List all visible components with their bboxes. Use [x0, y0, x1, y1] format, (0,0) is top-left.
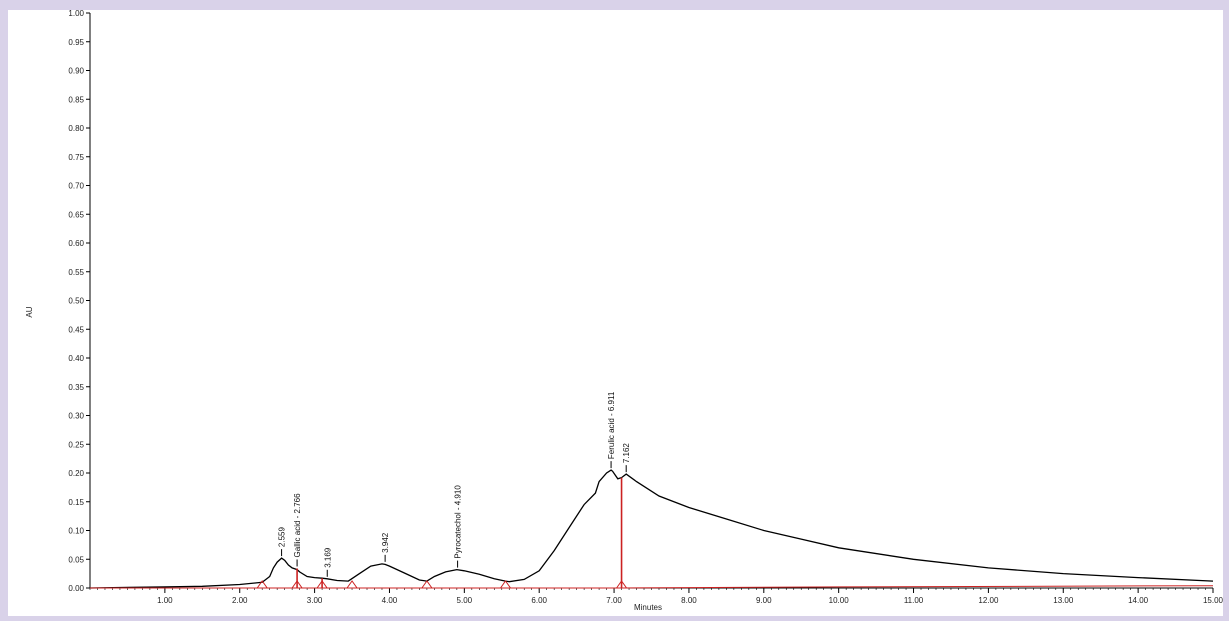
y-tick-label: 0.85: [68, 95, 84, 104]
y-tick-label: 0.05: [68, 555, 84, 564]
x-tick-label: 7.00: [606, 596, 622, 605]
y-tick-label: 0.80: [68, 124, 84, 133]
x-tick-label: 1.00: [157, 596, 173, 605]
baseline-marker: [499, 580, 512, 589]
y-tick-label: 0.20: [68, 469, 84, 478]
x-tick-label: 5.00: [457, 596, 473, 605]
x-tick-label: 8.00: [681, 596, 697, 605]
x-tick-label: 2.00: [232, 596, 248, 605]
y-tick-label: 0.65: [68, 210, 84, 219]
peak-label: 7.162: [622, 443, 631, 464]
chart-frame: 0.00 0.05 0.10 0.15 0.20 0.25 0.30 0.35 0.40 0.45…: [8, 10, 1223, 616]
x-tick-label: 15.00: [1203, 596, 1223, 605]
y-tick-label: 0.55: [68, 268, 84, 277]
chromatogram-trace: [89, 469, 1214, 589]
y-tick-label: 0.00: [68, 584, 84, 593]
x-tick-label: 6.00: [531, 596, 547, 605]
x-tick-label: 3.00: [307, 596, 323, 605]
y-tick-label: 0.50: [68, 297, 84, 306]
traces: [89, 469, 1214, 589]
peak-label: Ferulic acid - 6.911: [607, 391, 616, 459]
y-tick-label: 0.10: [68, 527, 84, 536]
axes: 0.00 0.05 0.10 0.15 0.20 0.25 0.30 0.35 0.40 0.45…: [68, 10, 1223, 605]
baseline-marker: [256, 580, 269, 589]
y-tick-label: 0.45: [68, 325, 84, 334]
peak-label: 3.169: [323, 547, 332, 568]
y-axis-title: AU: [25, 306, 34, 317]
y-tick-label: 1.00: [68, 10, 84, 18]
y-tick-label: 0.30: [68, 412, 84, 421]
y-tick-label: 0.90: [68, 67, 84, 76]
x-axis-title: Minutes: [634, 603, 662, 612]
x-tick-label: 12.00: [978, 596, 999, 605]
y-tick-label: 0.40: [68, 354, 84, 363]
baseline-marker: [346, 580, 359, 589]
peak-label: 2.559: [278, 527, 287, 548]
x-tick-label: 10.00: [829, 596, 850, 605]
peak-label: 3.942: [381, 532, 390, 553]
baseline-marker: [316, 580, 329, 589]
y-tick-label: 0.60: [68, 239, 84, 248]
x-tick-label: 11.00: [904, 596, 924, 605]
baseline-marker: [291, 580, 304, 589]
x-tick-label: 4.00: [382, 596, 398, 605]
baseline-marker: [420, 580, 433, 589]
y-tick-label: 0.35: [68, 383, 84, 392]
peak-label: Gallic acid - 2.766: [293, 493, 302, 558]
x-tick-label: 13.00: [1053, 596, 1074, 605]
chromatogram-chart: 0.00 0.05 0.10 0.15 0.20 0.25 0.30 0.35 0.40 0.45…: [25, 10, 1223, 612]
x-tick-label: 9.00: [756, 596, 772, 605]
y-tick-label: 0.15: [68, 498, 84, 507]
y-tick-label: 0.25: [68, 440, 84, 449]
x-tick-label: 14.00: [1128, 596, 1149, 605]
baseline-marker: [615, 580, 628, 589]
peak-label: Pyrocatechol - 4.910: [454, 485, 463, 559]
y-tick-label: 0.95: [68, 38, 84, 47]
y-tick-label: 0.75: [68, 153, 84, 162]
y-tick-label: 0.70: [68, 182, 84, 191]
peak-marks: 2.559 Gallic acid - 2.766 3.169 3.942 Pyroca…: [256, 391, 631, 589]
